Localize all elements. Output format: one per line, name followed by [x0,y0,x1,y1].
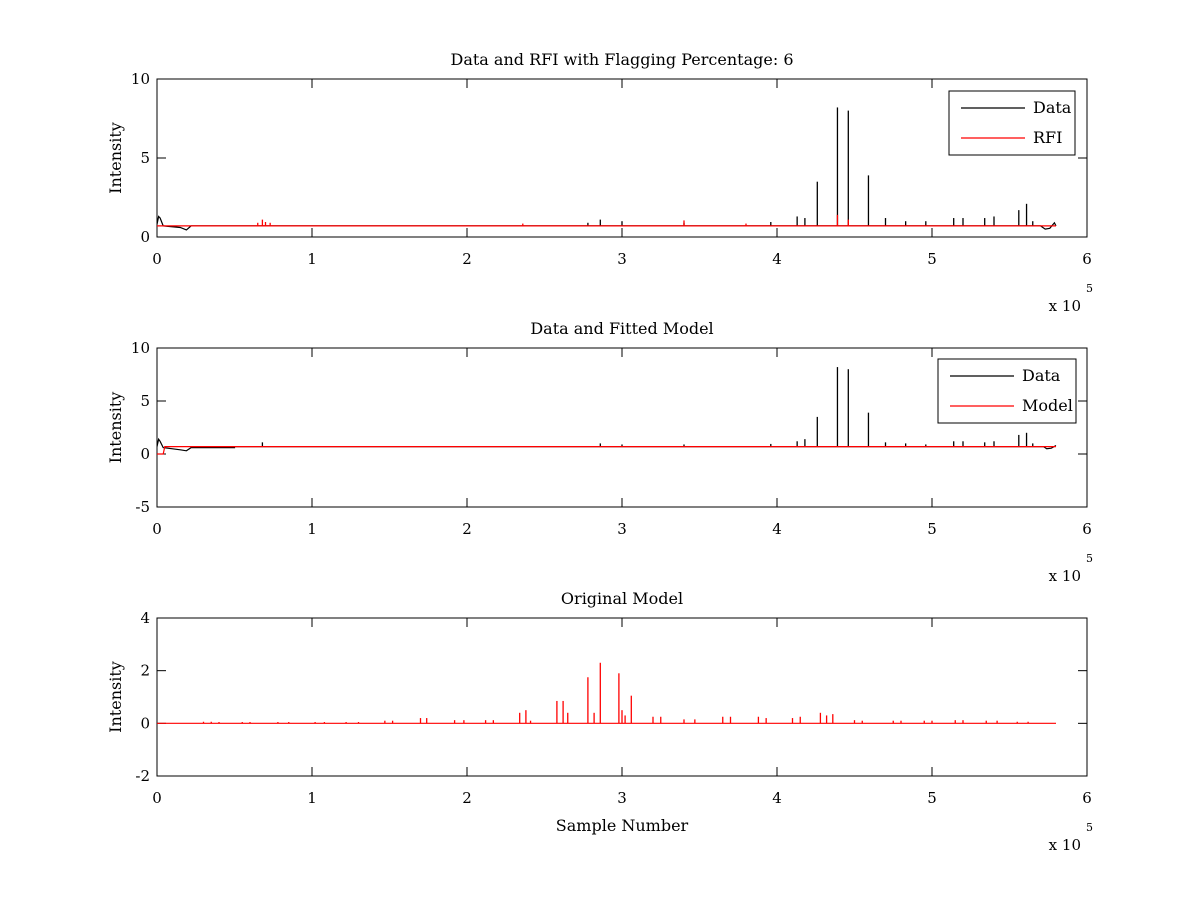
x-axis-label: Sample Number [556,816,689,835]
plot-area [157,367,1057,455]
legend-label: Model [1022,396,1073,415]
x-tick-label: 6 [1082,520,1092,538]
x-tick-label: 4 [772,789,782,807]
series-trace [157,446,1056,455]
y-tick-label: 4 [140,609,150,627]
x-multiplier-base: x 10 [1049,297,1081,315]
legend-label: Data [1033,98,1072,117]
x-tick-label: 1 [307,789,317,807]
x-tick-label: 2 [462,250,472,268]
x-tick-label: 6 [1082,789,1092,807]
axes-box [156,347,1088,508]
x-tick-label: 3 [617,520,627,538]
series-data [157,367,1057,452]
x-multiplier-exponent: 5 [1086,282,1093,295]
y-tick-label: 0 [140,228,150,246]
x-tick-label: 5 [927,250,937,268]
x-tick-label: 6 [1082,250,1092,268]
series-trace [157,437,1057,452]
y-axis-label: Intensity [106,122,125,194]
y-tick-label: 0 [140,445,150,463]
x-tick-label: 0 [152,250,162,268]
y-tick-label: 10 [131,339,150,357]
axes-box [156,617,1088,777]
x-tick-label: 1 [307,250,317,268]
plot-area [157,662,1056,724]
y-tick-label: 2 [140,662,150,680]
x-multiplier-base: x 10 [1049,567,1081,585]
legend-box [937,358,1077,424]
legend: Data Model [937,358,1077,424]
y-tick-label: 0 [140,714,150,732]
chart-title: Data and RFI with Flagging Percentage: 6 [450,50,793,69]
x-tick-label: 0 [152,789,162,807]
legend-box [948,90,1076,156]
subplot-1: Data and RFI with Flagging Percentage: 6… [106,50,1093,315]
x-multiplier-exponent: 5 [1086,821,1093,834]
y-tick-label: 5 [140,149,150,167]
x-tick-label: 4 [772,520,782,538]
series-model [157,446,1056,455]
legend: Data RFI [948,90,1076,156]
chart-title: Data and Fitted Model [530,319,713,338]
x-tick-label: 3 [617,250,627,268]
x-tick-label: 1 [307,520,317,538]
series-rfi [157,214,1056,227]
x-tick-label: 2 [462,789,472,807]
x-multiplier-exponent: 5 [1086,552,1093,565]
plot-area [157,107,1057,231]
y-tick-label: 5 [140,392,150,410]
y-axis-label: Intensity [106,661,125,733]
legend-label: Data [1022,366,1061,385]
subplot-3: Original Model Intensity Sample Number 0 1 2 3… [106,589,1093,854]
y-tick-label: -2 [135,767,150,785]
y-axis-label: Intensity [106,392,125,464]
chart-title: Original Model [561,589,683,608]
x-tick-label: 5 [927,789,937,807]
y-tick-label: -5 [135,498,150,516]
y-tick-label: 10 [131,70,150,88]
x-multiplier-base: x 10 [1049,836,1081,854]
x-tick-label: 4 [772,250,782,268]
x-tick-label: 5 [927,520,937,538]
series-model [157,662,1056,724]
legend-label: RFI [1033,128,1062,147]
x-tick-label: 0 [152,520,162,538]
x-tick-label: 2 [462,520,472,538]
axes-box [156,78,1088,238]
x-tick-label: 3 [617,789,627,807]
